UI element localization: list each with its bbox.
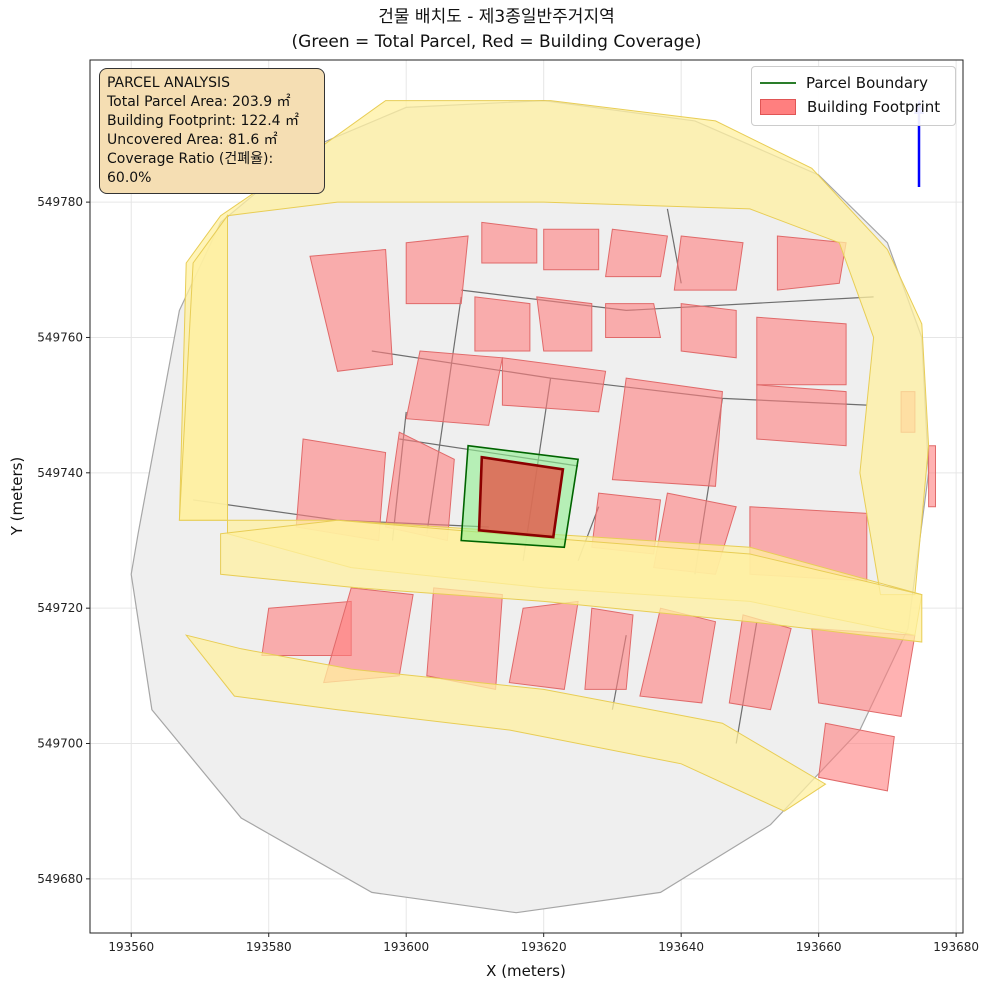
y-tick-label: 549760	[37, 330, 83, 344]
x-tick-label: 193600	[383, 940, 429, 954]
context-building	[426, 587, 503, 691]
legend-item-parcel: Parcel Boundary	[760, 73, 928, 93]
y-tick-label: 549720	[37, 601, 83, 615]
parcel-analysis-box: PARCEL ANALYSIS Total Parcel Area: 203.9…	[99, 68, 325, 194]
context-building	[605, 303, 662, 338]
legend-label-parcel: Parcel Boundary	[806, 74, 929, 92]
x-tick-label: 193680	[933, 940, 979, 954]
legend-label-building: Building Footprint	[807, 98, 941, 116]
building-patch-swatch	[760, 99, 796, 115]
context-building	[605, 228, 668, 278]
context-building	[756, 384, 847, 447]
road-area	[178, 214, 228, 521]
x-tick-label: 193580	[246, 940, 292, 954]
context-building	[309, 248, 394, 372]
y-tick-label: 549780	[37, 195, 83, 209]
chart-title: 건물 배치도 - 제3종일반주거지역	[378, 7, 615, 27]
info-total-area: Total Parcel Area: 203.9 ㎡	[107, 94, 291, 110]
context-building	[508, 600, 579, 690]
road-area	[184, 634, 827, 812]
y-tick-label: 549700	[37, 737, 83, 751]
context-building	[501, 357, 607, 413]
context-building	[481, 221, 538, 264]
info-coverage-ratio: Coverage Ratio (건폐율): 60.0%	[107, 151, 274, 186]
x-tick-label: 193640	[658, 940, 704, 954]
parcel-line-swatch	[760, 82, 796, 84]
x-axis-label: X (meters)	[486, 962, 566, 980]
context-building	[756, 316, 847, 386]
context-building	[584, 607, 634, 690]
y-axis-label: Y (meters)	[8, 457, 26, 537]
x-tick-label: 193560	[108, 940, 154, 954]
axis-ticks: 193560 193580 193600 193620 193640 193660 1936…	[37, 195, 979, 954]
context-building	[474, 296, 531, 352]
context-building	[536, 296, 593, 352]
y-tick-label: 549680	[37, 872, 83, 886]
context-building	[776, 235, 847, 291]
context-building	[928, 445, 936, 508]
x-tick-label: 193620	[521, 940, 567, 954]
info-building-footprint: Building Footprint: 122.4 ㎡	[107, 113, 300, 129]
context-building	[611, 377, 723, 487]
plot-frame	[89, 59, 964, 934]
context-building	[818, 722, 895, 792]
context-building	[811, 627, 916, 717]
info-uncovered-area: Uncovered Area: 81.6 ㎡	[107, 132, 278, 148]
map-layers	[130, 99, 936, 914]
context-building	[405, 235, 469, 305]
context-building	[543, 228, 600, 271]
context-building	[405, 350, 504, 426]
target-building	[477, 455, 565, 539]
context-building	[680, 303, 737, 359]
y-tick-label: 549740	[37, 466, 83, 480]
legend-item-building: Building Footprint	[760, 97, 940, 117]
context-building	[673, 235, 744, 291]
chart-subtitle: (Green = Total Parcel, Red = Building Co…	[291, 32, 702, 52]
legend: Parcel Boundary Building Footprint	[751, 66, 956, 126]
info-heading: PARCEL ANALYSIS	[107, 75, 231, 91]
context-building	[639, 607, 717, 704]
x-tick-label: 193660	[796, 940, 842, 954]
